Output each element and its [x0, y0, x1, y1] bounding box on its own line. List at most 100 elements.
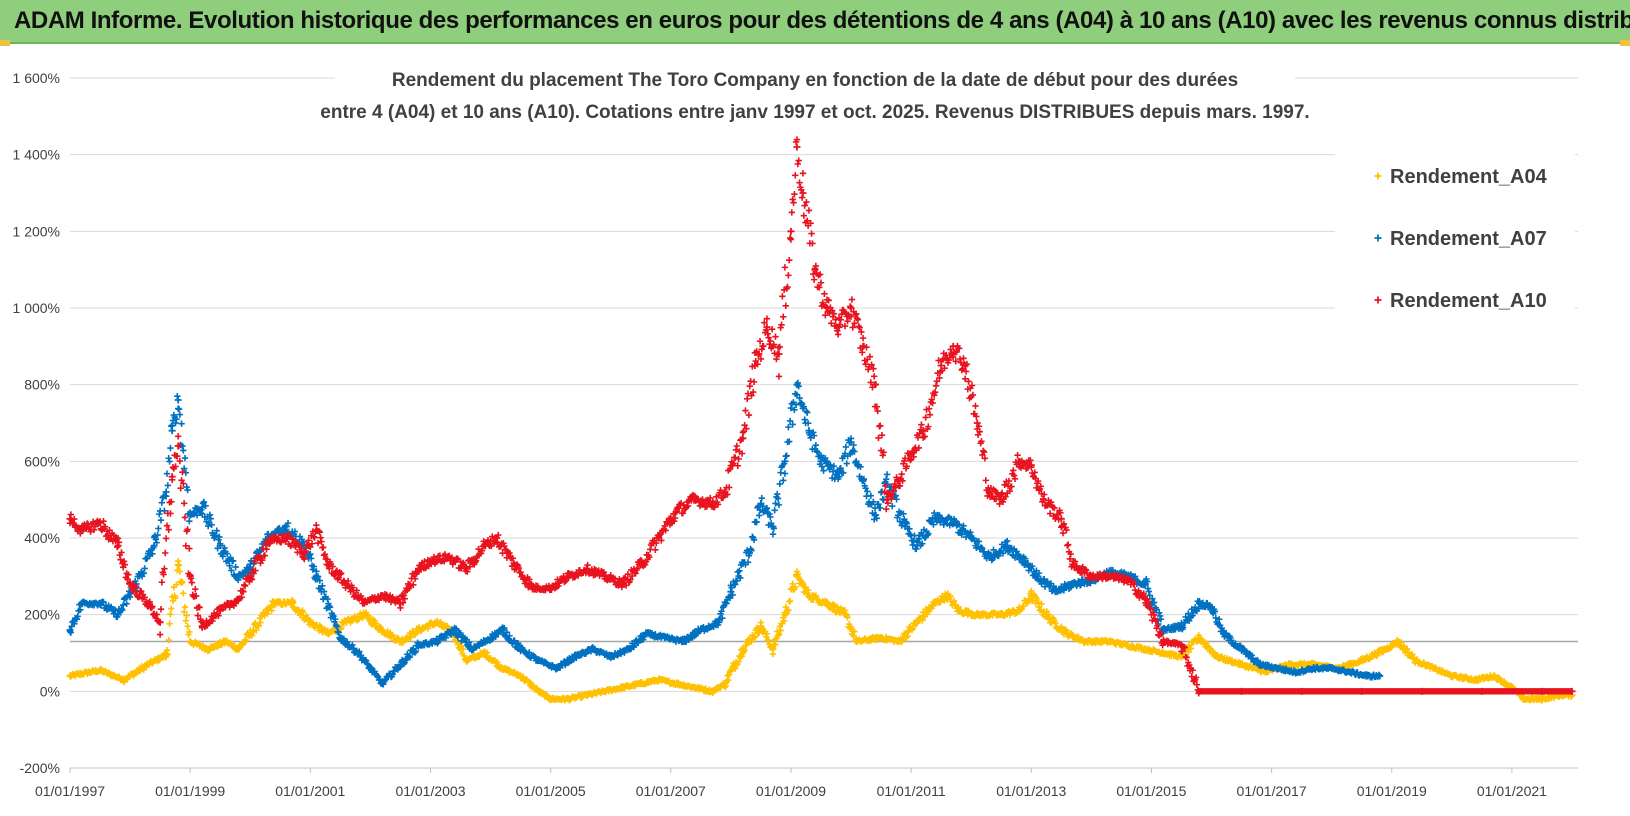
data-point: [973, 419, 981, 427]
data-point: [823, 599, 831, 607]
data-point: [312, 526, 320, 534]
data-point: [547, 695, 555, 703]
data-point: [1015, 607, 1023, 615]
data-point: [354, 649, 362, 657]
data-point: [1208, 603, 1216, 611]
data-point: [673, 507, 681, 515]
data-point: [673, 680, 681, 688]
data-point: [1039, 496, 1047, 504]
data-point: [1328, 664, 1336, 672]
data-point: [913, 542, 921, 550]
x-tick-label: 01/01/2015: [1116, 783, 1186, 799]
series-Rendement_A10: [66, 136, 1576, 697]
data-point: [1196, 687, 1203, 695]
data-point: [535, 687, 543, 695]
data-point: [324, 630, 332, 638]
data-point: [499, 626, 507, 634]
data-point: [949, 519, 957, 527]
data-point: [787, 227, 795, 235]
data-point: [757, 622, 765, 630]
data-point: [288, 599, 296, 607]
data-point: [270, 599, 278, 607]
data-point: [282, 523, 290, 530]
data-point: [120, 676, 128, 684]
banner: ADAM Informe. Evolution historique des p…: [0, 0, 1630, 44]
x-axis-tick-labels: 01/01/1997 01/01/1999 01/01/2001 01/01/2003…: [35, 768, 1547, 799]
data-point: [943, 592, 951, 599]
data-point: [727, 588, 735, 596]
data-point: [547, 584, 555, 592]
data-point: [306, 618, 314, 626]
y-tick-label: 1 600%: [13, 70, 60, 86]
data-point: [1538, 695, 1546, 703]
banner-title: ADAM Informe. Evolution historique des p…: [14, 7, 1630, 34]
data-point: [342, 618, 350, 626]
data-point: [96, 599, 104, 607]
x-tick-label: 01/01/2013: [996, 783, 1066, 799]
data-point: [360, 611, 368, 619]
data-point: [1448, 672, 1456, 680]
data-point: [601, 572, 609, 580]
data-point: [1490, 672, 1498, 680]
data-point: [817, 457, 825, 465]
data-point: [493, 534, 501, 542]
data-point: [174, 442, 182, 450]
data-point: [1568, 687, 1576, 695]
x-tick-label: 01/01/2017: [1237, 783, 1307, 799]
data-point: [463, 565, 471, 573]
legend-label: Rendement_A07: [1390, 228, 1547, 250]
data-point: [234, 595, 242, 603]
data-point: [66, 672, 74, 680]
data-point: [78, 526, 86, 534]
data-point: [216, 542, 224, 550]
data-point: [234, 572, 242, 580]
data-point: [144, 661, 152, 668]
data-point: [907, 450, 915, 458]
data-point: [162, 488, 170, 496]
data-point: [469, 645, 477, 653]
data-point: [1430, 664, 1438, 672]
data-point: [1274, 664, 1282, 672]
data-point: [66, 515, 74, 523]
data-point: [1027, 461, 1035, 469]
data-point: [1123, 576, 1131, 584]
data-point: [378, 680, 386, 688]
data-point: [571, 653, 579, 661]
data-point: [463, 657, 471, 665]
data-point: [396, 599, 404, 607]
data-point: [1159, 649, 1167, 657]
data-point: [1021, 557, 1029, 565]
data-point: [432, 638, 440, 645]
data-point: [366, 664, 374, 672]
data-point: [553, 664, 561, 672]
data-point: [312, 572, 320, 580]
data-point: [691, 684, 699, 691]
data-point: [805, 592, 813, 599]
data-point: [300, 549, 308, 557]
data-point: [871, 511, 879, 519]
data-point: [871, 381, 879, 389]
banner-corner-right: [1620, 40, 1630, 46]
data-point: [186, 572, 194, 580]
data-point: [198, 503, 206, 511]
data-point: [847, 438, 855, 446]
data-point: [583, 691, 591, 699]
y-tick-label: 0%: [40, 683, 60, 699]
data-point: [721, 488, 729, 496]
data-point: [252, 622, 260, 630]
data-point: [655, 534, 663, 542]
data-point: [481, 542, 489, 550]
series-Rendement_A04: [66, 557, 1576, 704]
data-point: [625, 645, 633, 653]
data-point: [1196, 634, 1203, 642]
data-point: [1364, 672, 1372, 680]
data-point: [78, 599, 86, 607]
legend-marker: [1374, 296, 1382, 304]
y-tick-label: 1 200%: [13, 223, 60, 239]
data-point: [607, 653, 615, 661]
data-point: [1520, 695, 1528, 703]
data-point: [1394, 638, 1402, 645]
x-tick-label: 01/01/2019: [1357, 783, 1427, 799]
data-point: [637, 680, 645, 688]
data-point: [204, 645, 212, 653]
